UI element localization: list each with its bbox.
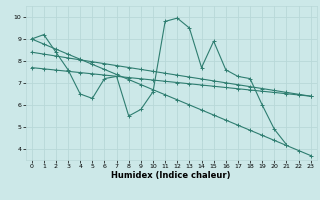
X-axis label: Humidex (Indice chaleur): Humidex (Indice chaleur)	[111, 171, 231, 180]
